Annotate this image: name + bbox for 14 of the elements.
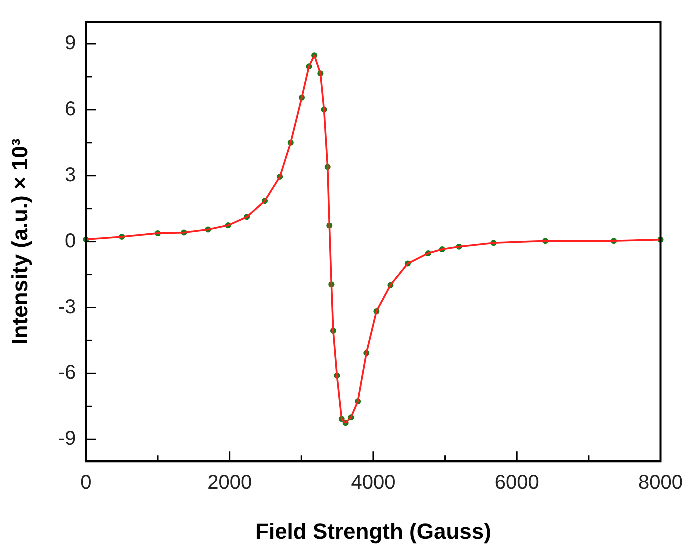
x-tick-label: 8000 — [638, 472, 684, 494]
y-tick-label: 6 — [65, 98, 76, 120]
y-tick-label: -9 — [58, 428, 76, 450]
y-tick-label: -3 — [58, 296, 76, 318]
y-tick-label: 3 — [65, 164, 76, 186]
x-tick-label: 4000 — [351, 472, 396, 494]
x-tick-label: 0 — [80, 472, 92, 494]
y-tick-label: -6 — [58, 362, 76, 384]
y-tick-label: 9 — [65, 32, 76, 54]
x-axis-title: Field Strength (Gauss) — [256, 518, 492, 544]
y-tick-label: 0 — [65, 230, 76, 252]
x-tick-label: 6000 — [494, 472, 540, 494]
x-tick-label: 2000 — [208, 472, 252, 494]
y-axis-title: Intensity (a.u.) × 10³ — [7, 138, 32, 345]
